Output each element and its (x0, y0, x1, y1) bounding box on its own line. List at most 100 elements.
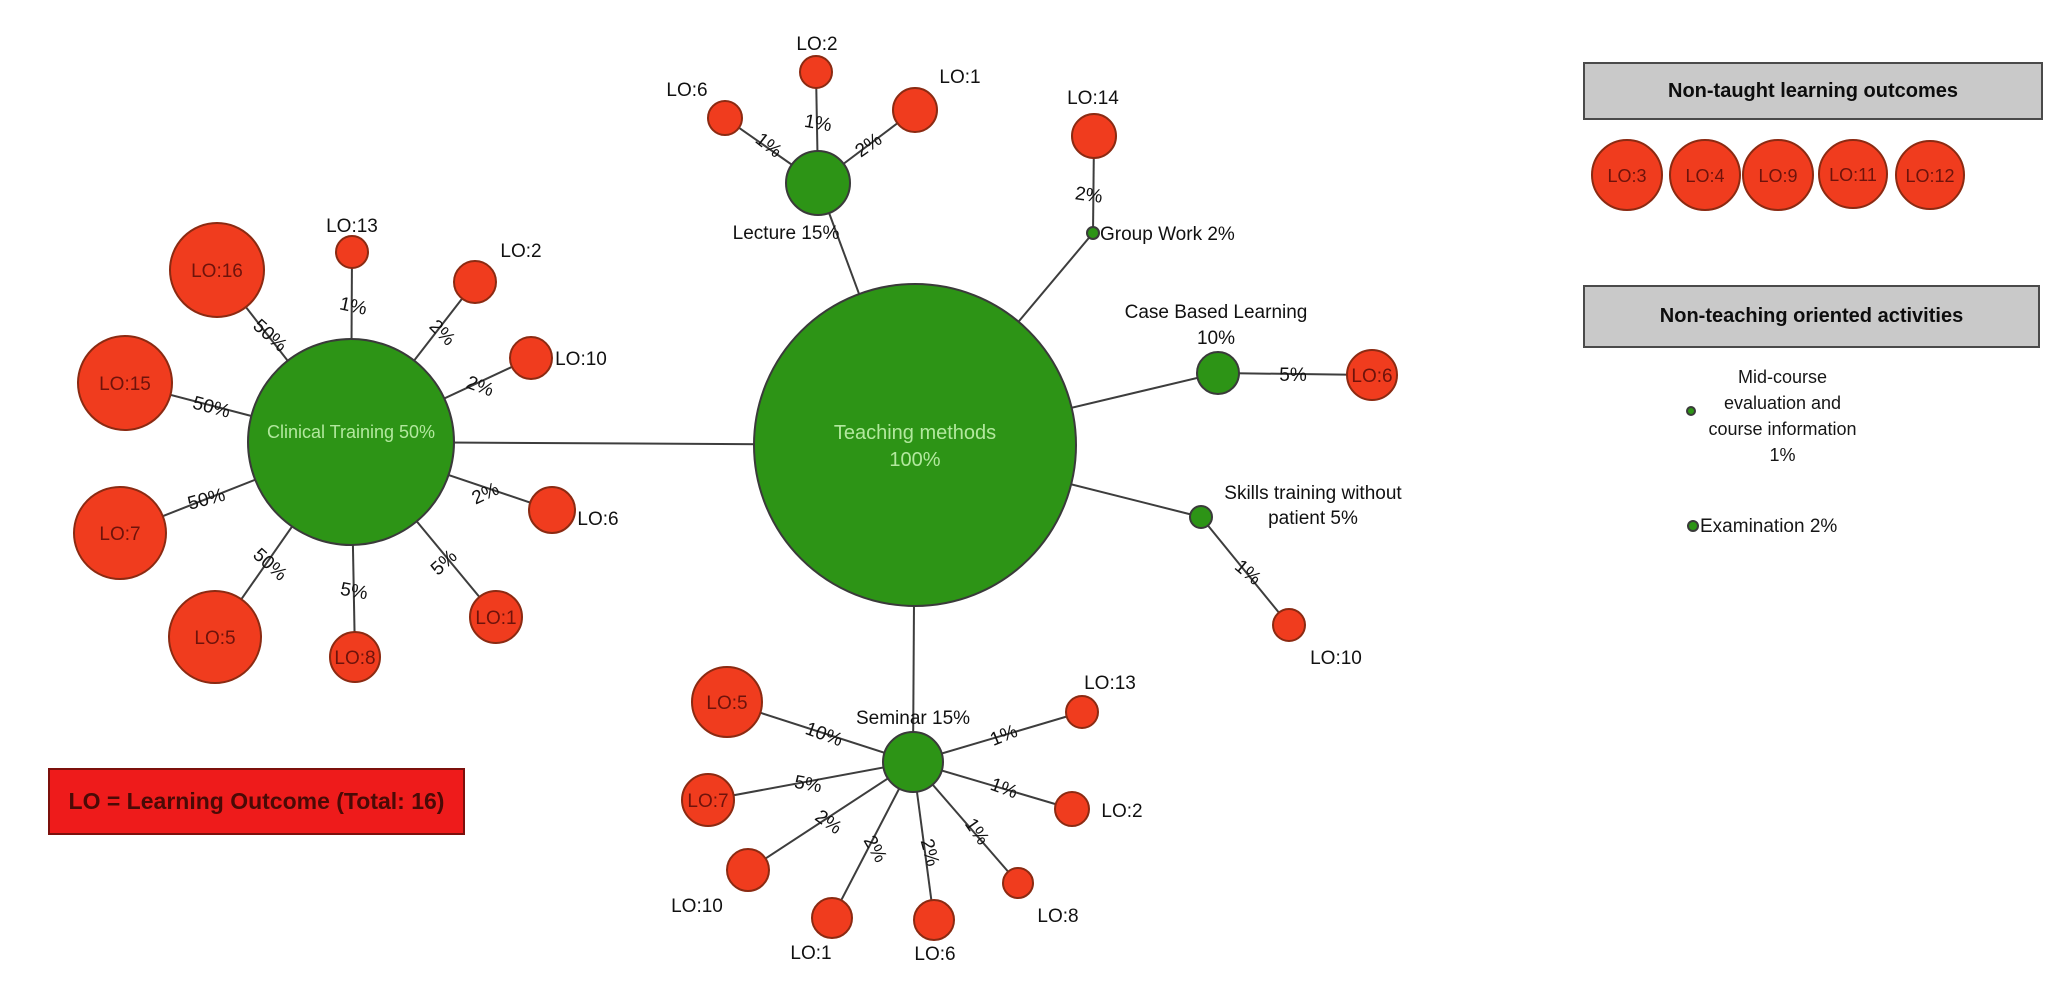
edge-seminar-sm10 (747, 761, 914, 871)
edge-label-seminar-sm13: 1% (987, 721, 1020, 751)
seminar-hub-circle (882, 731, 944, 793)
ct5-label-0: LO:5 (194, 628, 235, 649)
rp3-label-0: LO:3 (1607, 166, 1646, 186)
skills-hub-circle (1189, 505, 1213, 529)
seminar-label-0: Seminar 15% (856, 708, 970, 729)
edge-label-groupwork-gw14: 2% (1074, 183, 1104, 208)
sm10-outcome-circle (726, 848, 770, 892)
rp4-label-0: LO:4 (1685, 166, 1724, 186)
lo-legend-text: LO = Learning Outcome (Total: 16) (68, 788, 445, 814)
lecture-label-0: Lecture 15% (733, 223, 840, 244)
exam-dot-hub-circle (1687, 520, 1699, 532)
rp4-outcome-circle (1669, 139, 1741, 211)
ct15-label-0: LO:15 (99, 374, 151, 395)
edge-label-cbl-cb6: 5% (1279, 365, 1307, 386)
sm5-outcome-circle (691, 666, 763, 738)
ct13-outcome-circle (335, 235, 369, 269)
midcourse-line-3: course information (1708, 419, 1857, 439)
sm8-outcome-circle (1002, 867, 1034, 899)
clinical-hub-circle (247, 338, 455, 546)
sm1-outcome-circle (811, 897, 853, 939)
midcourse-dot-hub-circle (1686, 406, 1696, 416)
edge-label-seminar-sm10: 2% (811, 806, 846, 839)
ct6-label-0: LO:6 (577, 509, 618, 530)
edge-label-lecture-lc1: 2% (852, 129, 887, 162)
ct7-outcome-circle (73, 486, 167, 580)
rp12-outcome-circle (1895, 140, 1965, 210)
ct7-label-0: LO:7 (99, 524, 140, 545)
ct10-outcome-circle (509, 336, 553, 380)
sm2-outcome-circle (1054, 791, 1090, 827)
rp9-outcome-circle (1742, 139, 1814, 211)
skills-label-0: Skills training without (1224, 483, 1402, 504)
sm5-label-0: LO:5 (706, 693, 747, 714)
ct10-label-0: LO:10 (555, 349, 607, 370)
teaching-hub-circle (753, 283, 1077, 607)
clinical-label-0: Clinical Training 50% (267, 422, 435, 442)
rp9-label-0: LO:9 (1758, 166, 1797, 186)
rp3-outcome-circle (1591, 139, 1663, 211)
edge-label-seminar-sm5: 10% (802, 718, 845, 751)
sm7-label-0: LO:7 (687, 791, 728, 812)
lc6-label-0: LO:6 (666, 80, 707, 101)
lecture-hub-circle (785, 150, 851, 216)
edge-skills-sk10 (1200, 516, 1290, 626)
edge-label-seminar-sm1: 2% (859, 832, 891, 866)
teaching-label-0: Teaching methods (834, 422, 996, 444)
groupwork-label-0: Group Work 2% (1100, 224, 1235, 245)
sk10-outcome-circle (1272, 608, 1306, 642)
examination-item: Examination 2% (1700, 516, 1837, 538)
rp11-outcome-circle (1818, 139, 1888, 209)
gw14-label-0: LO:14 (1067, 88, 1119, 109)
ct15-outcome-circle (77, 335, 173, 431)
lo-legend-box: LO = Learning Outcome (Total: 16) (48, 768, 465, 835)
sm8-label-0: LO:8 (1037, 906, 1078, 927)
sm13-outcome-circle (1065, 695, 1099, 729)
sm10-label-0: LO:10 (671, 896, 723, 917)
sm13-label-0: LO:13 (1084, 673, 1136, 694)
edge-label-clinical-ct2: 2% (425, 316, 459, 350)
lc6-outcome-circle (707, 100, 743, 136)
groupwork-hub-circle (1086, 226, 1100, 240)
sm1-label-0: LO:1 (790, 943, 831, 964)
edge-label-skills-sk10: 1% (1230, 556, 1265, 590)
lc1-outcome-circle (892, 87, 938, 133)
non-teaching-activities-title: Non-teaching oriented activities (1659, 305, 1964, 327)
midcourse-line-2: evaluation and (1723, 393, 1842, 413)
edge-label-clinical-ct15: 50% (190, 393, 232, 423)
ct6-outcome-circle (528, 486, 576, 534)
non-taught-outcomes-title: Non-taught learning outcomes (1668, 79, 1958, 102)
ct5-outcome-circle (168, 590, 262, 684)
sm7-outcome-circle (681, 773, 735, 827)
midcourse-line-1: Mid-course (1737, 367, 1828, 387)
sk10-label-0: LO:10 (1310, 648, 1362, 669)
lc1-label-0: LO:1 (939, 67, 980, 88)
edge-label-lecture-lc2: 1% (803, 111, 834, 136)
cbl-label-0: Case Based Learning (1125, 302, 1308, 323)
ct1-outcome-circle (469, 590, 523, 644)
sm6-label-0: LO:6 (914, 944, 955, 965)
midcourse-line-4: 1% (1769, 445, 1796, 465)
edge-label-seminar-sm6: 2% (916, 837, 943, 869)
ct13-label-0: LO:13 (326, 216, 378, 237)
ct8-outcome-circle (329, 631, 381, 683)
edge-label-clinical-ct7: 50% (185, 485, 227, 515)
ct8-label-0: LO:8 (334, 648, 375, 669)
edge-label-clinical-ct13: 1% (338, 293, 369, 319)
rp12-label-0: LO:12 (1905, 166, 1954, 186)
cb6-label-0: LO:6 (1351, 366, 1392, 387)
sm2-label-0: LO:2 (1101, 801, 1142, 822)
cbl-label-1: 10% (1197, 328, 1235, 349)
examination-label: Examination 2% (1700, 516, 1838, 537)
teaching-label-1: 100% (889, 449, 940, 471)
ct2-outcome-circle (453, 260, 497, 304)
edge-label-seminar-sm2: 1% (987, 774, 1020, 803)
lc2-outcome-circle (799, 55, 833, 89)
non-taught-outcomes-panel: Non-taught learning outcomes (1583, 62, 2043, 120)
cb6-outcome-circle (1346, 349, 1398, 401)
non-teaching-activities-panel: Non-teaching oriented activities (1583, 285, 2040, 348)
edge-label-clinical-ct16: 50% (249, 315, 291, 356)
ct16-label-0: LO:16 (191, 261, 243, 282)
